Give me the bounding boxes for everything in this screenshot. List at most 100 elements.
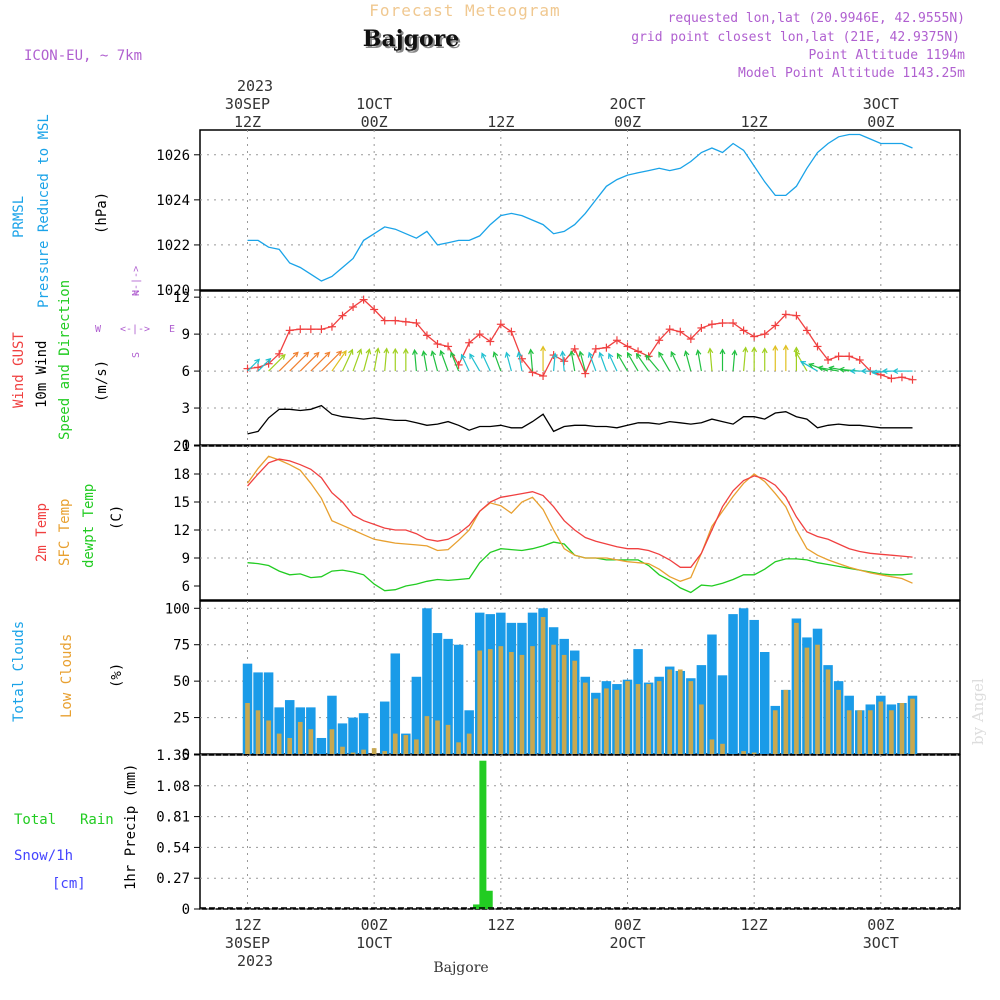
y-tick-label: 9 <box>182 551 190 567</box>
y-tick-label: 0 <box>182 902 190 918</box>
low-cloud-bar <box>392 733 398 754</box>
y-tick-labels: 1020102210241026036912691215182102550751… <box>156 148 190 918</box>
wind-arrow-head <box>751 346 758 353</box>
low-cloud-bar <box>772 710 778 754</box>
wind-arrow-head <box>356 348 363 355</box>
low-cloud-bar <box>593 698 599 754</box>
y-tick-label: 1.08 <box>156 779 190 795</box>
bottom-date-label: 30SEP <box>225 934 270 952</box>
bottom-date-label: 1OCT <box>356 934 392 952</box>
wind-arrow-head <box>707 347 714 354</box>
wind-speed-line <box>247 404 913 435</box>
total-cloud-bar <box>411 676 422 754</box>
low-cloud-bar <box>530 646 535 754</box>
wind-arrow-head <box>849 368 856 375</box>
low-cloud-bar <box>414 739 419 754</box>
celsius-unit-label: (C) <box>109 505 125 530</box>
low-cloud-bar <box>699 704 704 754</box>
low-cloud-bar <box>783 689 789 754</box>
low-cloud-bar <box>604 688 609 754</box>
wind-arrow <box>257 358 271 372</box>
bottom-time-label: 12Z <box>234 916 261 934</box>
low-cloud-bar <box>667 669 673 754</box>
wind-gust-line <box>247 298 913 381</box>
bottom-time-label: 12Z <box>487 916 514 934</box>
closest-coords: grid point closest lon,lat (21E, 42.9375… <box>631 30 960 45</box>
wind-arrow-head <box>635 352 642 359</box>
y-tick-label: 1020 <box>156 283 190 299</box>
wind-gust-label: Wind GUST <box>11 332 27 408</box>
total-cloud-bar <box>263 672 274 754</box>
y-tick-label: 9 <box>182 327 190 343</box>
low-cloud-bar <box>540 617 546 754</box>
wind-arrow <box>450 352 460 372</box>
wind-arrow <box>289 351 309 372</box>
compass-e: E <box>169 324 175 335</box>
y-tick-label: 0 <box>182 438 190 454</box>
wind-arrow-head <box>569 350 575 357</box>
wind-arrow <box>658 352 671 372</box>
low-cloud-bar <box>350 752 356 754</box>
y-tick-label: 15 <box>173 495 190 511</box>
low-cloud-bar <box>688 681 694 754</box>
wind-speed-dir-label: Speed and Direction <box>57 280 73 440</box>
y-tick-label: 21 <box>173 439 190 455</box>
wind-arrow-head <box>374 347 381 354</box>
wind-arrow-head <box>469 353 475 360</box>
total-cloud-bar <box>358 713 369 754</box>
wind-10m-label: 10m Wind <box>34 341 50 408</box>
wind-arrow <box>588 352 597 372</box>
wind-arrow-head <box>587 351 594 358</box>
low-cloud-bar <box>308 729 314 754</box>
wind-arrow <box>247 358 260 372</box>
low-cloud-bar <box>899 703 905 754</box>
y-tick-label: 1022 <box>156 238 190 254</box>
hpa-unit-label: (hPa) <box>94 192 110 234</box>
wind-arrow-head <box>808 362 815 369</box>
total-cloud-bar <box>738 608 749 754</box>
total-cloud-bar <box>728 614 738 754</box>
wind-arrow-head <box>761 347 768 354</box>
wind-arrow-head <box>828 365 835 372</box>
wind-arrow-head <box>578 350 584 357</box>
wind-arrow <box>561 351 565 372</box>
wind-arrow-head <box>782 344 789 351</box>
wind-arrow-head <box>303 351 310 358</box>
wind-arrow <box>384 348 388 372</box>
wind-arrow-head <box>412 348 418 355</box>
wind-panel <box>199 290 961 446</box>
y-tick-label: 12 <box>173 523 190 539</box>
wind-arrow-head <box>616 352 623 359</box>
wind-arrow-head <box>392 347 399 354</box>
wind-arrow <box>352 349 362 372</box>
low-cloud-bar <box>846 710 852 754</box>
top-date-label: 30SEP <box>225 95 270 113</box>
temp2m-line <box>247 458 913 568</box>
y-tick-label: 100 <box>165 601 190 617</box>
top-time-label: 00Z <box>361 113 388 131</box>
wind-arrow-head <box>481 352 487 359</box>
wind-arrow <box>518 352 523 372</box>
precip-panel <box>199 754 961 910</box>
y-tick-label: 0 <box>182 747 190 763</box>
total-cloud-bar <box>316 737 327 754</box>
low-cloud-bar <box>435 720 440 754</box>
pressure-line <box>247 133 913 282</box>
low-cloud-bar <box>287 737 293 754</box>
total-cloud-bar <box>717 675 728 754</box>
low-cloud-bar <box>878 701 884 754</box>
total-cloud-bar <box>379 701 390 754</box>
pressure-panel <box>199 129 961 291</box>
wind-arrow-head <box>265 357 272 364</box>
wind-arrow <box>530 349 534 372</box>
wind-arrow <box>341 349 353 372</box>
y-tick-label: 0.81 <box>156 810 190 826</box>
ms-unit-label: (m/s) <box>94 360 110 402</box>
top-date-label: 2OCT <box>609 95 645 113</box>
wind-arrow <box>709 348 713 372</box>
wind-arrow-head <box>719 348 726 355</box>
wind-arrow <box>310 351 330 372</box>
wind-arrow-head <box>793 346 800 353</box>
low-cloud-bar <box>720 743 725 754</box>
